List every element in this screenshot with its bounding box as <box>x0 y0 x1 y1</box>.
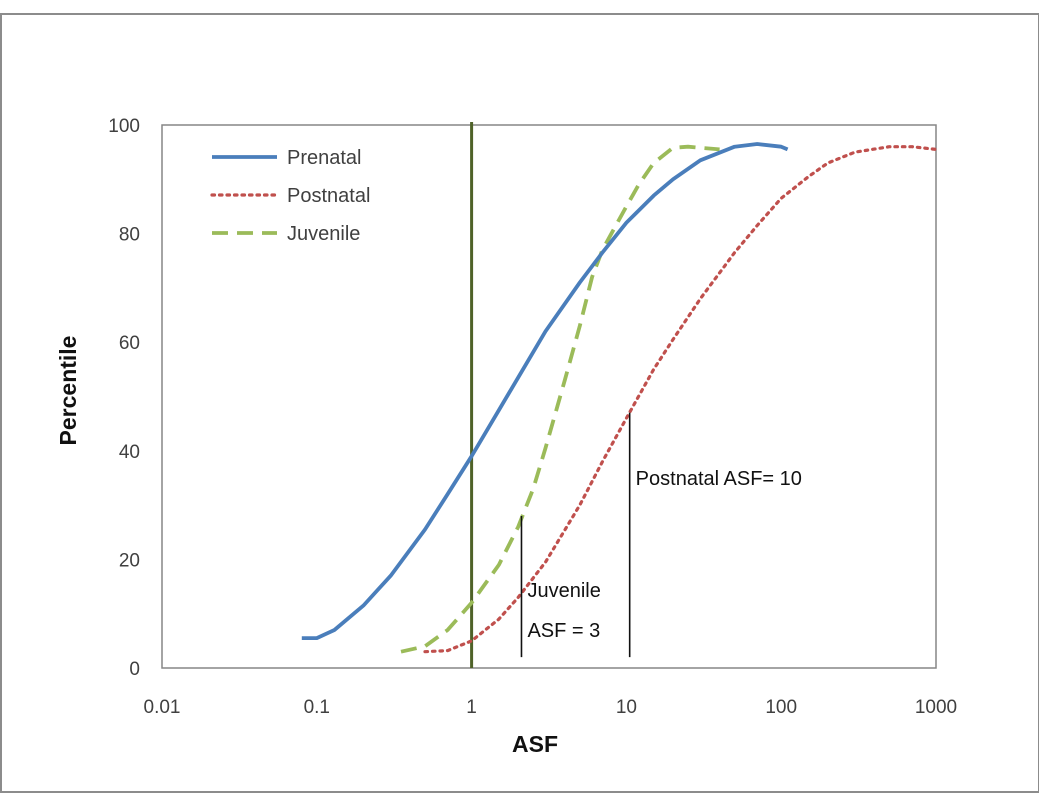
legend-label-prenatal: Prenatal <box>287 147 362 169</box>
x-axis-title: ASF <box>512 731 558 757</box>
y-tick-label: 100 <box>108 116 140 137</box>
series-line-prenatal <box>301 142 789 640</box>
annotation-label: ASF = 3 <box>527 620 600 642</box>
x-tick-label: 1000 <box>915 697 957 718</box>
y-tick-label: 40 <box>119 442 140 463</box>
x-tick-label: 10 <box>616 697 637 718</box>
y-tick-label: 0 <box>129 659 140 680</box>
legend-label-juvenile: Juvenile <box>287 223 360 245</box>
series-line-postnatal <box>423 145 938 654</box>
y-axis-title: Percentile <box>55 336 81 446</box>
x-tick-label: 1 <box>466 697 477 718</box>
x-tick-label: 100 <box>765 697 797 718</box>
y-tick-label: 80 <box>119 225 140 246</box>
x-tick-label: 0.1 <box>304 697 330 718</box>
annotation-label: Postnatal ASF= 10 <box>636 468 802 490</box>
series-line-juvenile <box>400 144 720 654</box>
y-tick-label: 60 <box>119 333 140 354</box>
y-tick-label: 20 <box>119 550 140 571</box>
plot-area <box>161 124 937 669</box>
x-tick-label: 0.01 <box>144 697 181 718</box>
annotation-label: Juvenile <box>527 580 600 602</box>
legend-label-postnatal: Postnatal <box>287 185 370 207</box>
